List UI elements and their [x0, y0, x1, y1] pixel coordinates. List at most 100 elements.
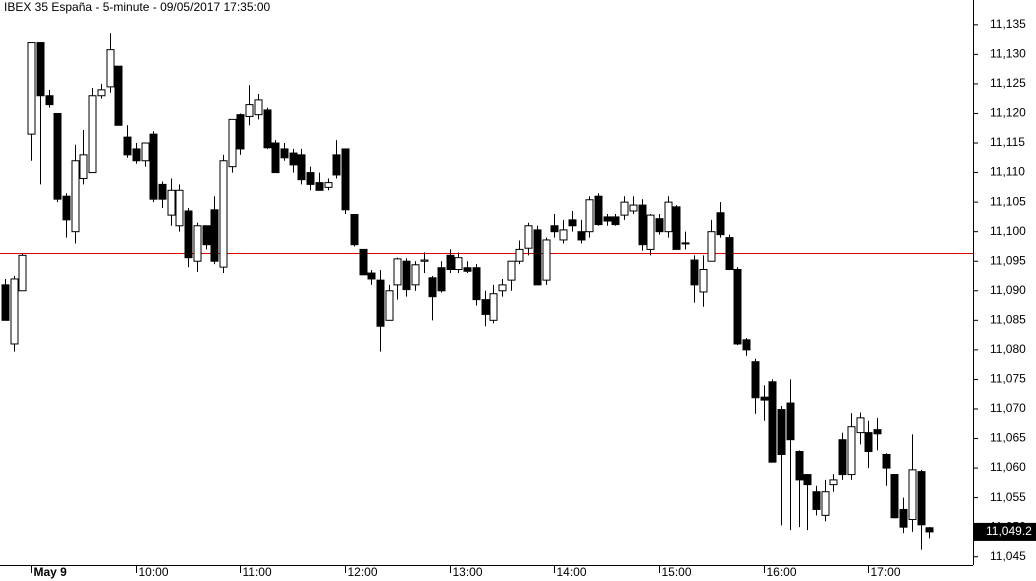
- candle-body: [263, 109, 272, 149]
- candle-body: [507, 260, 516, 281]
- candle-body: [847, 426, 856, 476]
- candle-body: [550, 225, 559, 233]
- y-tick-label: 11,130: [990, 47, 1026, 61]
- candle-body: [707, 231, 716, 262]
- candle-body: [132, 148, 141, 162]
- y-tick-label: 11,070: [990, 401, 1026, 415]
- candle-body: [917, 471, 926, 526]
- candle-body: [542, 239, 551, 281]
- candle-body: [79, 154, 88, 179]
- candle-body: [175, 189, 184, 227]
- candle-body: [446, 254, 455, 270]
- y-tick-label: 11,085: [990, 312, 1026, 326]
- candle-body: [864, 432, 873, 453]
- chart-title: IBEX 35 España - 5-minute - 09/05/2017 1…: [4, 0, 271, 14]
- candle-body: [367, 272, 376, 280]
- y-tick-label: 11,060: [990, 460, 1026, 474]
- candle-body: [193, 225, 202, 262]
- candle-body: [123, 136, 132, 156]
- candle-body: [760, 396, 769, 401]
- x-tick-label: 12:00: [348, 565, 378, 579]
- candle-body: [777, 409, 786, 455]
- candle-body: [664, 201, 673, 233]
- candle-body: [376, 279, 385, 327]
- candle-body: [751, 361, 760, 399]
- candle-body: [620, 201, 629, 216]
- candle-body: [716, 212, 725, 236]
- candle-body: [149, 133, 158, 200]
- candle-body: [646, 214, 655, 250]
- y-tick-label: 11,110: [990, 165, 1025, 179]
- y-tick-label: 11,095: [990, 253, 1026, 267]
- candle-body: [420, 259, 429, 262]
- candle-body: [568, 219, 577, 227]
- candle-body: [856, 417, 865, 434]
- candle-body: [533, 229, 542, 286]
- candle-body: [629, 204, 638, 212]
- candle-body: [385, 290, 394, 321]
- candle-body: [463, 267, 472, 272]
- candle-body: [681, 242, 690, 245]
- candle-body: [350, 214, 359, 246]
- candle-body: [733, 268, 742, 345]
- candle-body: [280, 148, 289, 159]
- candle-body: [873, 429, 882, 435]
- last-price-label: 11,049.2: [986, 524, 1032, 538]
- candle-body: [638, 204, 647, 246]
- candle-body: [838, 439, 847, 476]
- y-tick-label: 11,065: [990, 431, 1026, 445]
- candle-body: [184, 210, 193, 259]
- last-price-box: [974, 522, 1036, 541]
- x-tick-label: 17:00: [871, 565, 901, 579]
- candle-body: [925, 527, 934, 533]
- candle-body: [559, 229, 568, 241]
- candle-body: [786, 402, 795, 441]
- x-tick-label: May 9: [34, 565, 68, 579]
- candle-body: [393, 258, 402, 286]
- candle-body: [114, 65, 123, 126]
- candle-body: [245, 104, 254, 117]
- y-tick-label: 11,125: [990, 76, 1026, 90]
- candle-body: [585, 199, 594, 233]
- candle-body: [577, 231, 586, 241]
- candle-body: [324, 182, 333, 188]
- candle-body: [1, 284, 10, 321]
- candle-body: [890, 474, 899, 519]
- x-tick-label: 13:00: [453, 565, 483, 579]
- candle-body: [88, 95, 97, 174]
- candle-body: [167, 189, 176, 216]
- candle-body: [106, 49, 115, 88]
- candle-body: [289, 152, 298, 166]
- y-tick-label: 11,105: [990, 194, 1026, 208]
- x-tick-label: 15:00: [662, 565, 692, 579]
- y-tick-label: 11,075: [990, 372, 1026, 386]
- candle-body: [236, 114, 245, 150]
- candle-body: [359, 248, 368, 276]
- candle-body: [742, 339, 751, 351]
- candle-body: [795, 451, 804, 481]
- candle-body: [611, 216, 620, 226]
- candle-body: [341, 148, 350, 211]
- candle-body: [45, 95, 54, 106]
- y-tick-label: 11,135: [990, 17, 1026, 31]
- candle-body: [10, 278, 19, 345]
- candle-body: [306, 172, 315, 185]
- candle-body: [829, 479, 838, 486]
- candle-body: [454, 257, 463, 270]
- candle-body: [524, 225, 533, 249]
- candle-body: [821, 491, 830, 516]
- x-tick-label: 11:00: [243, 565, 272, 579]
- candle-body: [515, 248, 524, 262]
- candle-body: [655, 218, 664, 233]
- candle-body: [472, 267, 481, 301]
- y-tick-label: 11,080: [990, 342, 1026, 356]
- candle-body: [699, 268, 708, 293]
- candle-body: [603, 216, 612, 222]
- candle-body: [254, 99, 263, 116]
- candle-body: [332, 154, 341, 176]
- candle-body: [271, 142, 280, 174]
- candle-body: [315, 182, 324, 191]
- candle-body: [62, 195, 71, 221]
- candle-body: [437, 267, 446, 292]
